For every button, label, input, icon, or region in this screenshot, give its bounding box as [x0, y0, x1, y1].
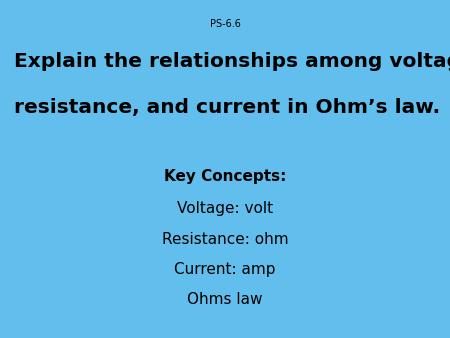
- Text: Current: amp: Current: amp: [174, 262, 276, 277]
- Text: Resistance: ohm: Resistance: ohm: [162, 232, 288, 246]
- Text: Key Concepts:: Key Concepts:: [164, 169, 286, 184]
- Text: PS-6.6: PS-6.6: [210, 19, 240, 29]
- Text: Ohms law: Ohms law: [187, 292, 263, 307]
- Text: Explain the relationships among voltage,: Explain the relationships among voltage,: [14, 52, 450, 71]
- Text: resistance, and current in Ohm’s law.: resistance, and current in Ohm’s law.: [14, 98, 440, 117]
- Text: Voltage: volt: Voltage: volt: [177, 201, 273, 216]
